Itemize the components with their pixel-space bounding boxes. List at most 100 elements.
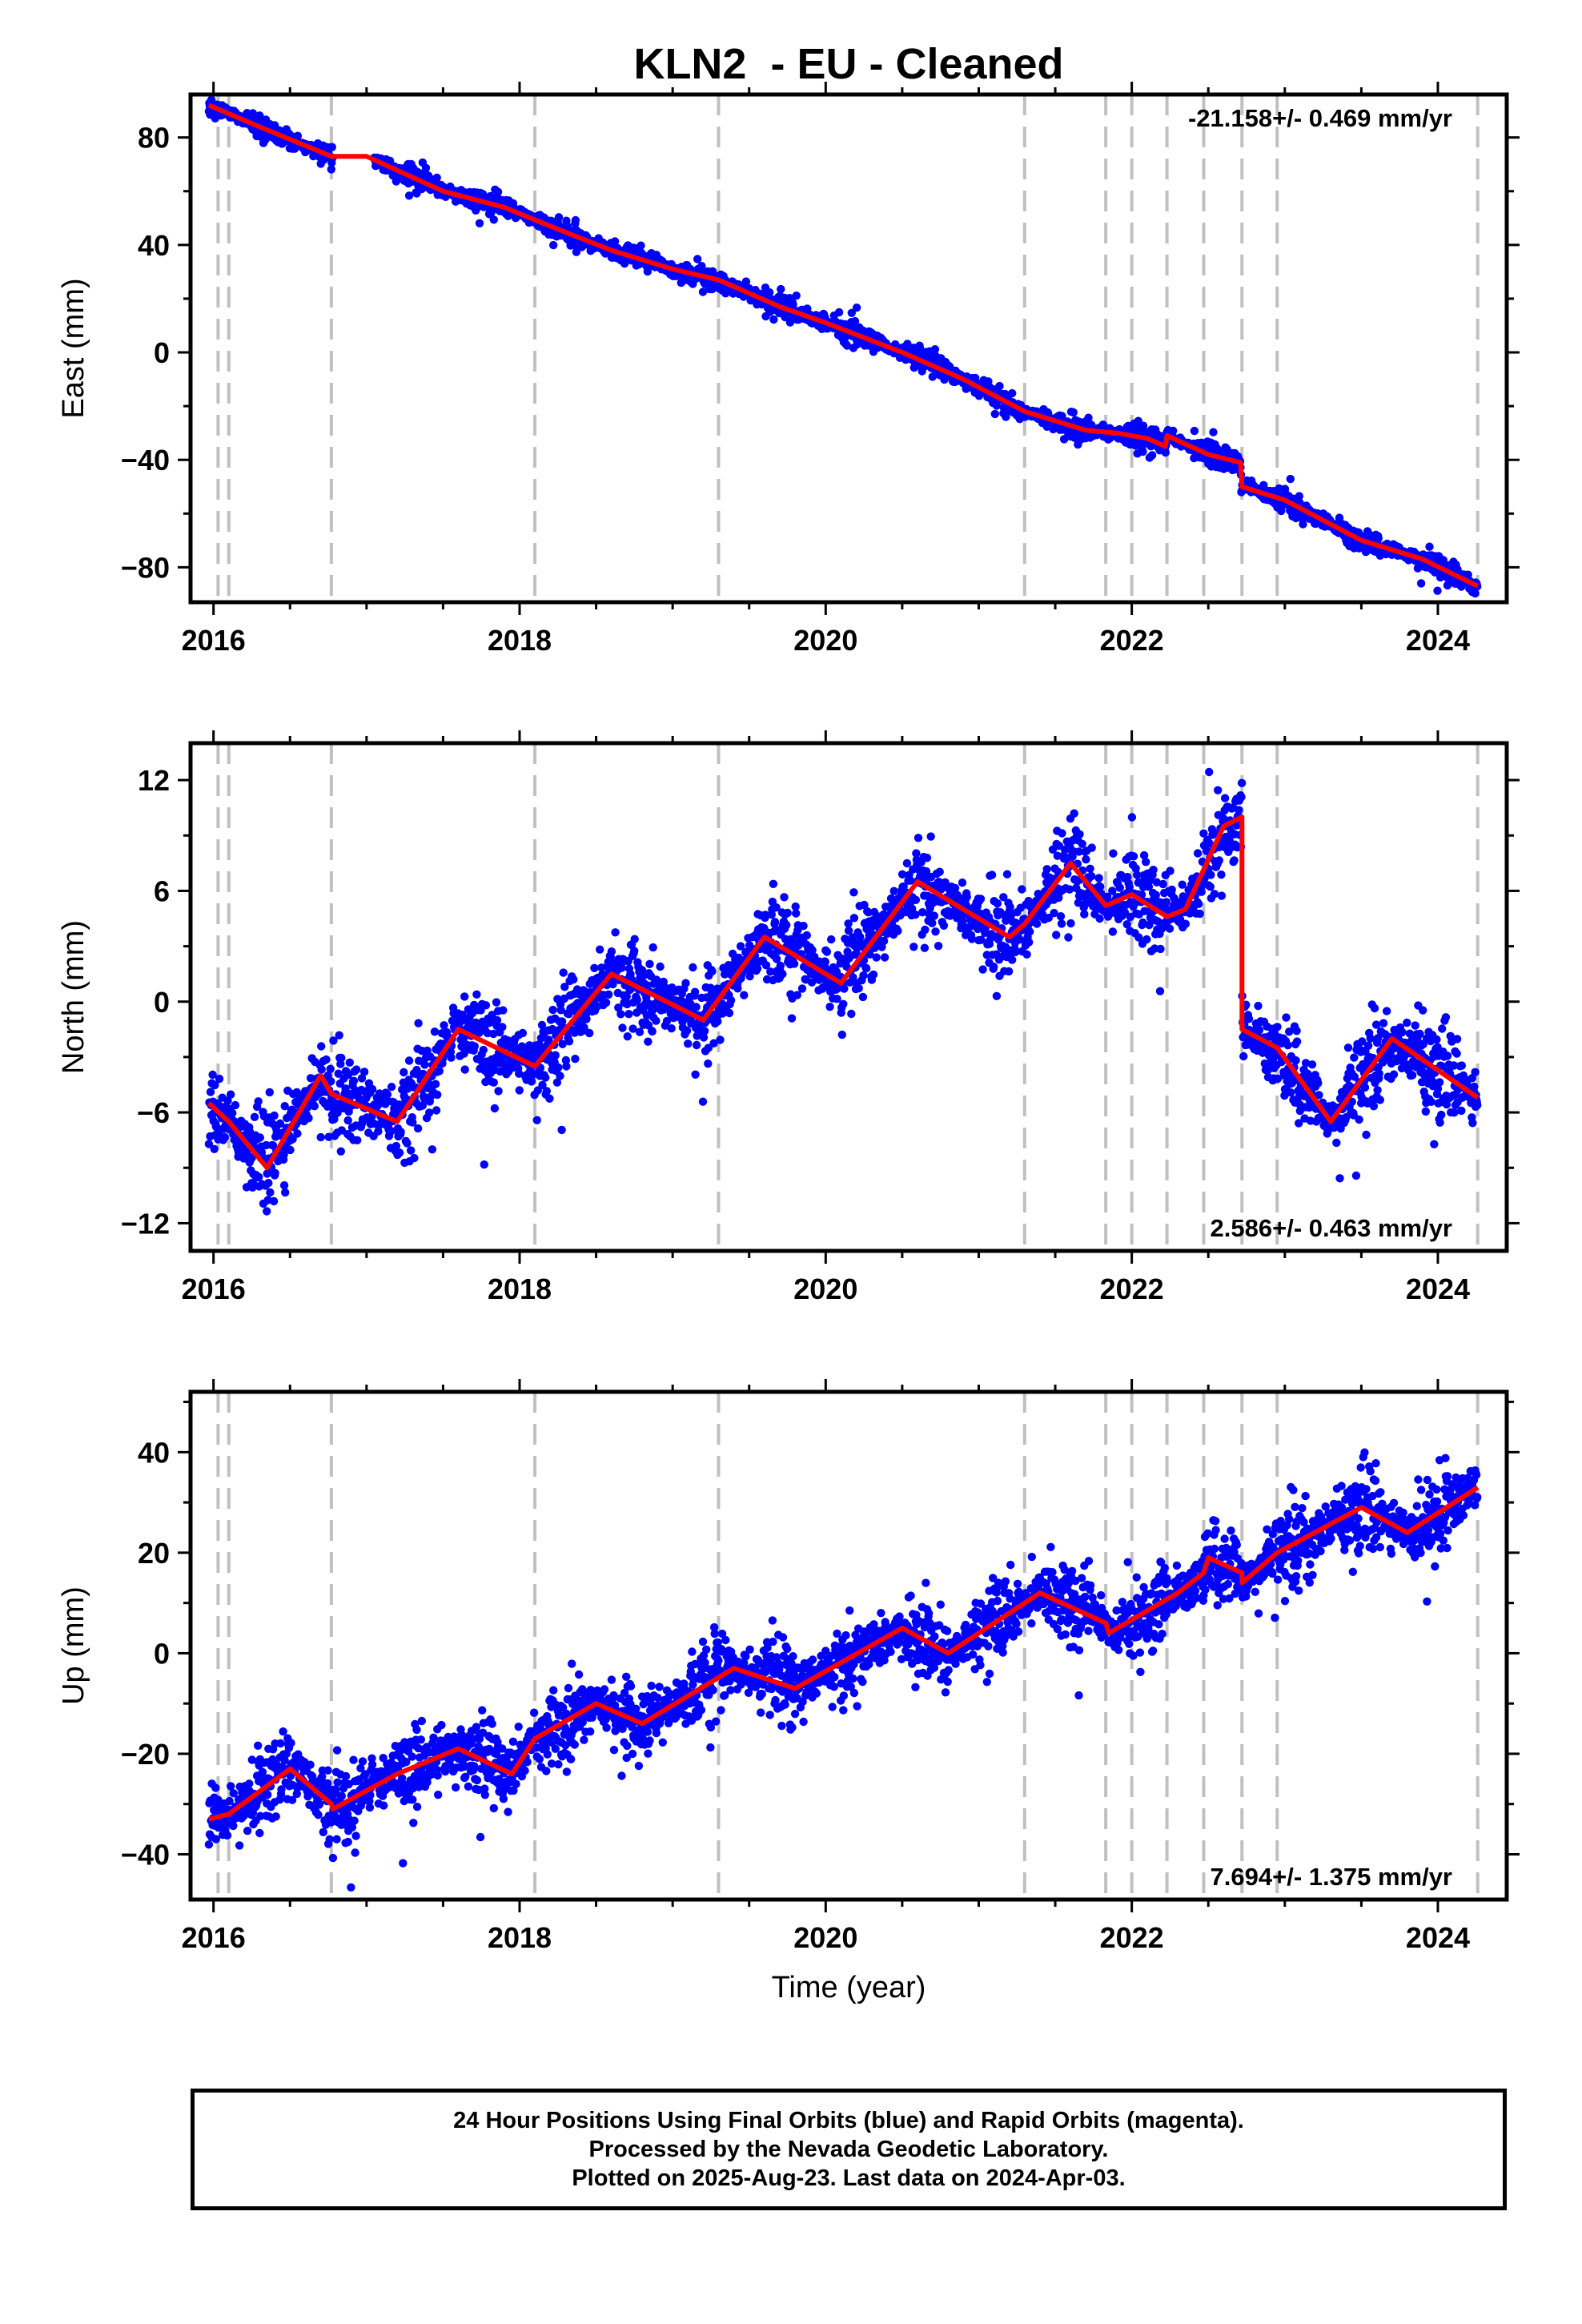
north-point-888 <box>617 963 626 972</box>
north-plot-area <box>204 743 1482 1251</box>
north-point-2090 <box>1178 880 1186 889</box>
north-point-1030 <box>681 979 690 987</box>
east-point-1284 <box>847 308 857 317</box>
north-point-509 <box>440 1021 448 1030</box>
north-point-1954 <box>1115 883 1125 892</box>
north-point-414 <box>395 1148 404 1157</box>
north-point-1513 <box>905 876 915 885</box>
east-point-188 <box>293 131 303 140</box>
north-point-260 <box>322 1055 331 1064</box>
east-point-1921 <box>1147 451 1157 460</box>
north-point-1410 <box>859 971 868 980</box>
north-point-786 <box>571 1055 580 1063</box>
north-point-1895 <box>1087 871 1096 881</box>
north-point-755 <box>556 1072 564 1080</box>
north-point-2204 <box>1235 806 1243 814</box>
north-point-2001 <box>1138 918 1147 927</box>
north-point-133 <box>264 1179 273 1188</box>
north-point-2097 <box>1181 919 1191 928</box>
north-point-1619 <box>958 879 967 887</box>
east-point-668 <box>563 222 572 231</box>
north-point-1826 <box>1053 851 1062 860</box>
north-point-612 <box>489 1078 498 1087</box>
north-point-842 <box>596 945 604 954</box>
east-point-638 <box>549 240 558 250</box>
north-point-1345 <box>827 935 836 944</box>
north-point-1046 <box>689 963 697 972</box>
east-point-1904 <box>1138 421 1148 430</box>
north-point-276 <box>329 1036 338 1045</box>
north-point-1783 <box>1032 919 1042 928</box>
north-point-2147 <box>1207 870 1215 879</box>
north-point-60 <box>231 1100 240 1110</box>
north-point-767 <box>561 1055 571 1065</box>
north-point-1101 <box>716 1035 725 1044</box>
east-point-1163 <box>792 292 801 300</box>
north-point-666 <box>515 1069 524 1078</box>
north-point-1306 <box>808 946 817 955</box>
north-point-886 <box>616 1010 625 1019</box>
north-point-957 <box>648 943 657 952</box>
east-rate-annotation: -21.158+/- 0.469 mm/yr <box>1188 104 1452 132</box>
north-point-1572 <box>935 867 944 876</box>
north-point-856 <box>601 998 611 1007</box>
north-point-2121 <box>1193 849 1203 858</box>
north-point-250 <box>317 1065 326 1074</box>
north-point-325 <box>352 1065 361 1074</box>
north-point-1541 <box>921 925 930 935</box>
north-point-1581 <box>939 921 949 931</box>
north-point-221 <box>304 1114 313 1123</box>
north-point-387 <box>383 1090 392 1099</box>
east-point-1576 <box>984 377 993 386</box>
north-point-1940 <box>1108 927 1118 936</box>
north-point-53 <box>228 1108 237 1118</box>
north-point-1706 <box>999 893 1008 902</box>
north-point-765 <box>560 983 569 991</box>
north-point-1523 <box>911 895 921 905</box>
north-point-8 <box>208 1070 217 1080</box>
east-point-1949 <box>1161 448 1170 457</box>
north-point-697 <box>529 1069 538 1079</box>
north-point-2055 <box>1162 898 1171 907</box>
north-point-395 <box>387 1127 396 1136</box>
east-point-650 <box>554 213 564 222</box>
east-point-391 <box>432 173 441 183</box>
north-point-116 <box>255 1133 264 1142</box>
north-point-1764 <box>1024 896 1033 906</box>
north-point-167 <box>279 1181 289 1190</box>
north-point-1334 <box>821 957 830 967</box>
north-point-1733 <box>1011 947 1020 957</box>
north-point-667 <box>515 1086 524 1095</box>
north-point-928 <box>635 1027 644 1036</box>
north-point-916 <box>630 947 639 955</box>
north-point-233 <box>310 1102 319 1111</box>
north-point-1834 <box>1058 829 1066 838</box>
north-point-484 <box>428 1145 437 1154</box>
north-point-168 <box>280 1102 289 1111</box>
north-point-573 <box>470 1042 479 1051</box>
north-point-1400 <box>854 983 863 993</box>
north-point-467 <box>420 1060 429 1069</box>
north-point-1870 <box>1075 830 1084 839</box>
north-point-2215 <box>1239 1051 1248 1061</box>
north-point-813 <box>582 1015 591 1023</box>
north-point-1803 <box>1042 865 1051 874</box>
north-point-2144 <box>1205 839 1215 848</box>
east-point-367 <box>421 163 431 172</box>
north-point-1936 <box>1106 909 1115 918</box>
north-point-1536 <box>918 908 927 917</box>
north-point-1262 <box>787 1014 797 1023</box>
north-point-1879 <box>1080 910 1089 919</box>
east-point-1591 <box>990 409 1000 419</box>
east-y-tick-label: 40 <box>138 229 170 262</box>
north-point-782 <box>569 975 578 984</box>
north-point-922 <box>632 995 641 1004</box>
north-point-1993 <box>1134 933 1143 942</box>
east-x-tick-label: 2016 <box>182 624 246 657</box>
north-point-1123 <box>725 1008 734 1018</box>
north-point-194 <box>293 1129 302 1138</box>
north-point-1851 <box>1066 919 1075 928</box>
north-point-1563 <box>931 927 940 936</box>
north-point-1227 <box>772 903 781 912</box>
east-point-1903 <box>1138 447 1147 456</box>
